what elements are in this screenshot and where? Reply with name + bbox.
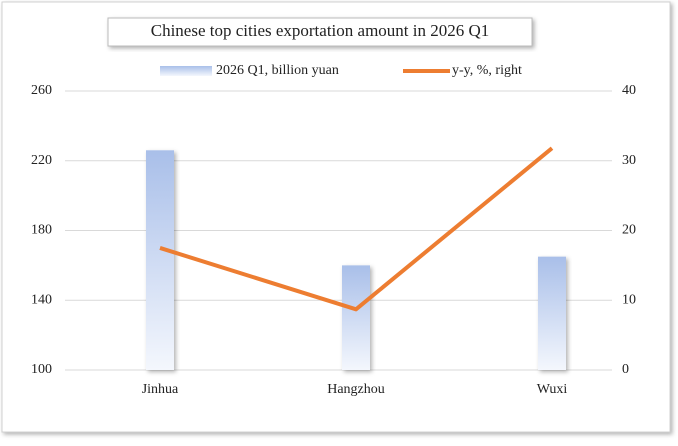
y2-tick-label: 40 [622, 83, 636, 98]
y-tick-label: 100 [31, 362, 52, 377]
y-tick-label: 140 [31, 292, 52, 307]
bar [342, 265, 370, 370]
x-tick-label: Hangzhou [327, 382, 385, 397]
bar [538, 256, 566, 370]
legend: 2026 Q1, billion yuan y-y, %, right [160, 63, 522, 78]
legend-label: 2026 Q1, billion yuan [216, 63, 339, 78]
x-tick-label: Jinhua [142, 382, 179, 397]
chart-title: Chinese top cities exportation amount in… [151, 21, 490, 40]
y2-tick-label: 30 [622, 153, 636, 168]
line [159, 146, 554, 312]
y2-tick-label: 10 [622, 292, 636, 307]
legend-label: y-y, %, right [452, 63, 522, 78]
legend-swatch [160, 66, 212, 76]
y-tick-label: 220 [31, 153, 52, 168]
bar [146, 150, 174, 370]
y2-tick-label: 0 [622, 362, 629, 377]
title-box [107, 17, 533, 47]
y2-tick-label: 20 [622, 223, 636, 238]
x-tick-label: Wuxi [537, 382, 568, 397]
y-tick-label: 260 [31, 83, 52, 98]
y-tick-label: 180 [31, 223, 52, 238]
